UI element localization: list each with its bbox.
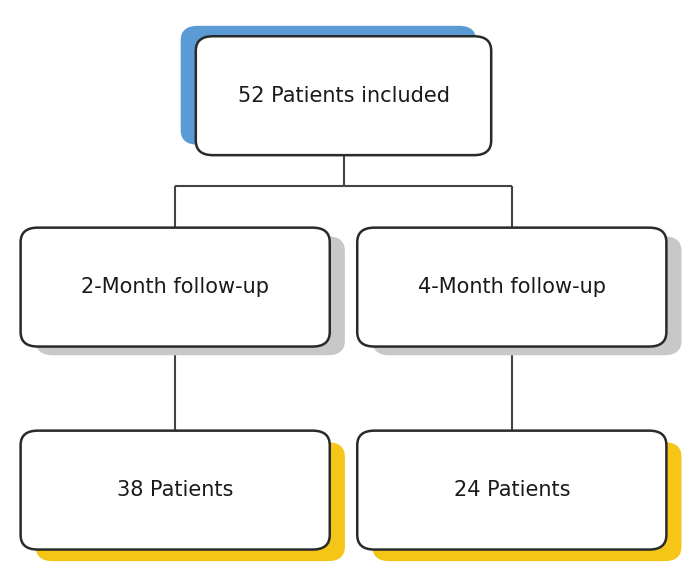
FancyBboxPatch shape bbox=[372, 442, 682, 561]
Text: 52 Patients included: 52 Patients included bbox=[238, 86, 449, 106]
FancyBboxPatch shape bbox=[21, 228, 330, 347]
FancyBboxPatch shape bbox=[372, 237, 682, 355]
FancyBboxPatch shape bbox=[196, 36, 491, 155]
FancyBboxPatch shape bbox=[357, 430, 666, 550]
FancyBboxPatch shape bbox=[36, 237, 345, 355]
Text: 2-Month follow-up: 2-Month follow-up bbox=[81, 277, 269, 297]
Text: 24 Patients: 24 Patients bbox=[453, 480, 570, 500]
FancyBboxPatch shape bbox=[21, 430, 330, 550]
FancyBboxPatch shape bbox=[357, 228, 666, 347]
FancyBboxPatch shape bbox=[36, 442, 345, 561]
FancyBboxPatch shape bbox=[181, 26, 476, 145]
Text: 4-Month follow-up: 4-Month follow-up bbox=[418, 277, 606, 297]
Text: 38 Patients: 38 Patients bbox=[117, 480, 234, 500]
